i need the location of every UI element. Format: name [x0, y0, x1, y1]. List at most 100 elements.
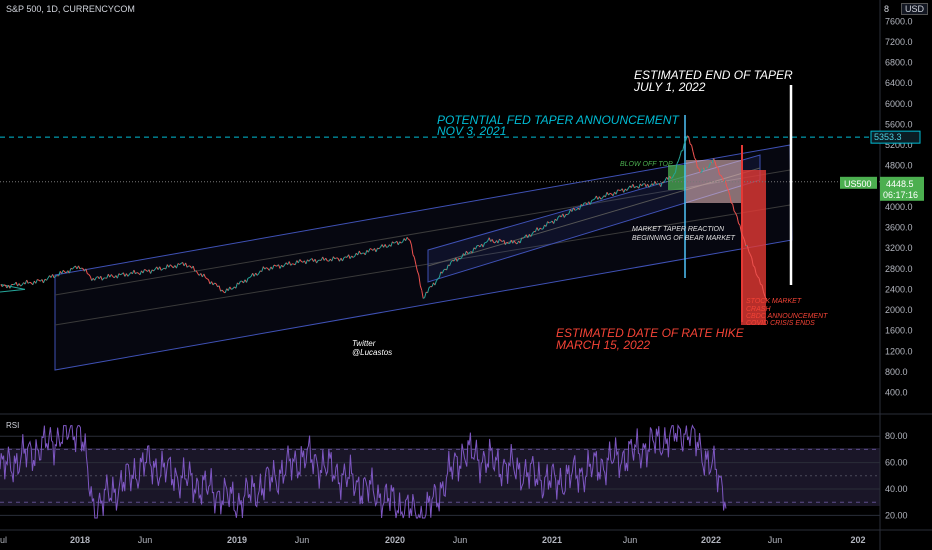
- price-segment: [334, 257, 337, 260]
- price-segment: [755, 273, 759, 277]
- price-segment: [701, 167, 704, 172]
- price-segment: [573, 207, 576, 211]
- price-segment: [416, 270, 420, 276]
- price-segment: [205, 277, 208, 280]
- price-segment: [461, 253, 464, 258]
- symbol-badge-text: US500: [844, 179, 872, 189]
- price-segment: [729, 195, 732, 203]
- price-segment: [419, 285, 423, 291]
- price-segment: [503, 240, 506, 245]
- price-segment: [151, 269, 154, 272]
- price-segment: [450, 259, 453, 263]
- price-segment: [467, 252, 470, 255]
- price-segment: [212, 282, 215, 286]
- price-segment: [719, 174, 722, 176]
- price-segment: [325, 257, 328, 262]
- price-segment: [253, 272, 257, 277]
- price-segment: [714, 161, 718, 168]
- price-segment: [165, 264, 168, 270]
- price-segment: [427, 287, 430, 293]
- time-axis-label: Jun: [295, 535, 310, 545]
- price-segment: [139, 270, 142, 275]
- price-segment: [682, 143, 685, 151]
- price-segment: [235, 282, 238, 289]
- price-segment: [553, 219, 556, 224]
- price-tick-label: 6400.0: [885, 78, 913, 88]
- time-axis-label: Jun: [453, 535, 468, 545]
- price-segment: [672, 174, 675, 178]
- price-segment: [716, 166, 719, 169]
- price-tick-label: 5200.0: [885, 140, 913, 150]
- price-segment: [58, 271, 61, 277]
- rsi-label: RSI: [6, 421, 20, 430]
- price-segment: [530, 233, 533, 237]
- price-segment: [20, 284, 23, 287]
- price-segment: [153, 268, 156, 272]
- price-segment: [412, 254, 415, 258]
- price-segment: [456, 258, 460, 262]
- price-segment: [79, 267, 82, 270]
- price-segment: [249, 275, 252, 278]
- price-segment: [215, 283, 219, 288]
- price-segment: [122, 272, 126, 277]
- price-segment: [579, 204, 582, 210]
- price-segment: [698, 168, 701, 173]
- rate-hike-date: MARCH 15, 2022: [556, 338, 650, 352]
- price-tick-label: 800.0: [885, 367, 908, 377]
- price-segment: [557, 215, 561, 218]
- price-segment: [534, 227, 538, 232]
- price-segment: [751, 257, 754, 266]
- price-segment: [600, 197, 603, 200]
- price-segment: [342, 257, 345, 262]
- price-segment: [500, 240, 503, 243]
- price-segment: [615, 189, 619, 195]
- price-segment: [438, 271, 442, 278]
- currency-button[interactable]: USD: [900, 3, 928, 15]
- time-axis-label: ul: [0, 535, 7, 545]
- price-segment: [106, 274, 109, 279]
- bear-market-label: BEGINNING OF BEAR MARKET: [632, 235, 736, 242]
- crash-label-2: CRASH: [746, 306, 771, 313]
- price-tick-label: 4800.0: [885, 161, 913, 171]
- price-segment: [53, 275, 57, 279]
- price-segment: [348, 254, 351, 259]
- price-segment: [349, 255, 353, 259]
- price-segment: [207, 279, 211, 285]
- price-segment: [757, 276, 760, 279]
- price-segment: [413, 257, 417, 265]
- taper-end-title: ESTIMATED END OF TAPER: [634, 68, 793, 82]
- price-segment: [449, 261, 452, 266]
- price-segment: [539, 227, 542, 230]
- channel-mid-line-2: [54, 204, 791, 326]
- price-segment: [688, 136, 691, 144]
- price-segment: [211, 281, 214, 286]
- price-segment: [331, 256, 334, 262]
- price-segment: [100, 276, 103, 281]
- price-segment: [708, 161, 712, 168]
- price-segment: [692, 151, 696, 158]
- price-segment: [246, 277, 249, 283]
- rate-hike-title: ESTIMATED DATE OF RATE HIKE: [556, 326, 745, 340]
- price-tick-label: 3600.0: [885, 223, 913, 233]
- price-segment: [527, 234, 530, 238]
- price-segment: [268, 266, 272, 271]
- price-segment: [673, 172, 676, 175]
- price-segment: [127, 274, 130, 277]
- countdown-text: 06:17:16: [883, 190, 918, 200]
- price-segment: [256, 273, 260, 276]
- price-segment: [386, 246, 389, 248]
- price-segment: [87, 273, 90, 275]
- price-segment: [676, 160, 679, 165]
- price-segment: [62, 269, 66, 273]
- price-segment: [609, 192, 612, 195]
- price-tick-label: 2000.0: [885, 305, 913, 315]
- price-segment: [351, 255, 354, 258]
- price-segment: [294, 260, 298, 265]
- price-segment: [42, 278, 46, 284]
- price-segment: [392, 241, 395, 244]
- price-segment: [762, 291, 766, 297]
- price-segment: [437, 277, 440, 280]
- price-segment: [88, 274, 91, 277]
- price-segment: [27, 281, 31, 284]
